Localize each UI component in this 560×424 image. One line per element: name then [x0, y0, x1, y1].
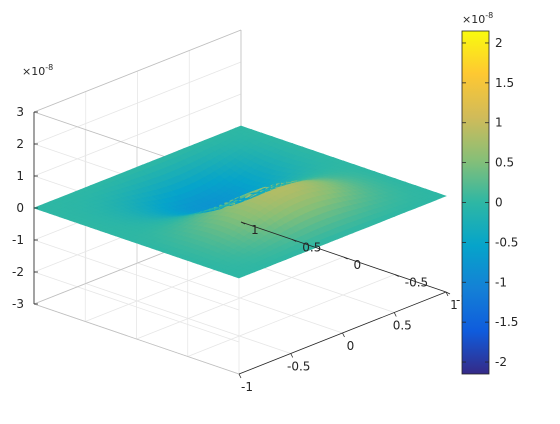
colorbar-tick-label: 0 — [495, 196, 503, 210]
x-tick-label: 0.5 — [393, 319, 412, 333]
z-tick-label: -1 — [12, 233, 24, 247]
z-exponent-power: -8 — [45, 63, 53, 72]
x-tick-labels: -1-0.500.51 — [241, 298, 458, 394]
y-tick-label: 0.5 — [302, 241, 321, 255]
z-tick-label: -3 — [12, 297, 24, 311]
z-tick-label: -2 — [12, 265, 24, 279]
x-tick-mark — [291, 354, 293, 358]
y-tick-label: 0 — [354, 258, 362, 272]
colorbar-tick-label: 1 — [495, 116, 503, 130]
colorbar-exponent-power: -8 — [485, 11, 493, 20]
x-tick-label: -1 — [241, 380, 253, 394]
x-tick-mark — [343, 333, 345, 337]
x-tick-label: 0 — [347, 339, 355, 353]
colorbar-fill — [462, 31, 489, 374]
z-tick-label: 0 — [16, 201, 24, 215]
colorbar-tick-label: -1 — [495, 275, 507, 289]
z-exponent-label: ×10-8 — [22, 63, 53, 78]
y-tick-label: 1 — [251, 223, 259, 237]
y-tick-label: -0.5 — [405, 276, 428, 290]
colorbar-exponent-label: ×10-8 — [462, 11, 493, 26]
z-tick-label: 1 — [16, 169, 24, 183]
colorbar-tick-label: 1.5 — [495, 76, 514, 90]
z-tick-labels: -3 -2 -1 0 1 2 3 — [12, 105, 24, 311]
surface — [34, 126, 446, 278]
colorbar-tick-label: 0.5 — [495, 156, 514, 170]
colorbar-tick-label: 2 — [495, 36, 503, 50]
z-tick-label: 2 — [16, 137, 24, 151]
z-tick-label: 3 — [16, 105, 24, 119]
x-tick-label: -0.5 — [287, 360, 310, 374]
colorbar-tick-label: -0.5 — [495, 235, 518, 249]
x-tick-mark — [239, 374, 241, 378]
colorbar-tick-label: -2 — [495, 355, 507, 369]
colorbar: -2 -1.5 -1 -0.5 0 0.5 1 1.5 2 ×10-8 — [462, 11, 518, 374]
grid-line — [188, 275, 395, 357]
colorbar-tick-label: -1.5 — [495, 315, 518, 329]
x-tick-mark — [394, 313, 396, 317]
